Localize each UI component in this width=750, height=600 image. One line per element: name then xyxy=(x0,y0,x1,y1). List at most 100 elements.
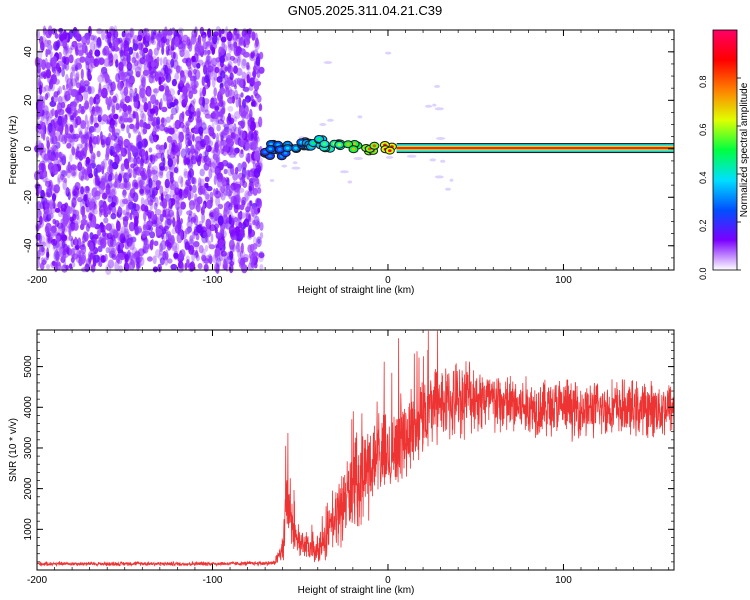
y-tick-label: 1000 xyxy=(23,518,34,541)
noise-speck xyxy=(185,179,191,187)
noise-speck xyxy=(115,59,119,68)
noise-speck xyxy=(69,112,75,123)
noise-speck xyxy=(208,168,213,179)
noise-speck xyxy=(212,153,218,160)
noise-speck xyxy=(255,37,259,47)
noise-speck xyxy=(185,255,190,264)
noise-speck xyxy=(165,116,171,123)
noise-speck xyxy=(220,36,227,43)
x-tick-label: 100 xyxy=(555,275,572,286)
noise-speck xyxy=(147,100,152,111)
noise-speck xyxy=(240,92,244,98)
noise-speck xyxy=(164,218,171,230)
noise-speck xyxy=(228,263,234,274)
noise-speck xyxy=(227,112,232,122)
noise-speck xyxy=(45,264,51,270)
noise-speck xyxy=(252,49,259,57)
noise-speck xyxy=(230,195,237,206)
noise-speck xyxy=(163,32,167,41)
noise-speck xyxy=(93,35,98,43)
noise-speck xyxy=(194,46,201,57)
noise-speck xyxy=(88,212,94,221)
noise-speck xyxy=(121,237,127,244)
noise-speck xyxy=(98,57,105,66)
sparse-speck xyxy=(357,115,363,119)
noise-speck xyxy=(70,66,75,74)
noise-speck xyxy=(51,135,58,145)
noise-speck xyxy=(105,96,109,106)
noise-speck xyxy=(121,42,126,54)
noise-speck xyxy=(114,118,118,128)
noise-speck xyxy=(167,157,173,168)
noise-speck xyxy=(73,112,77,119)
noise-speck xyxy=(158,76,162,86)
noise-speck xyxy=(56,222,64,229)
noise-speck xyxy=(64,124,69,136)
noise-speck xyxy=(228,225,236,236)
noise-speck xyxy=(123,262,130,272)
noise-speck xyxy=(175,181,179,192)
noise-speck xyxy=(60,169,67,176)
noise-speck xyxy=(212,105,220,111)
noise-speck xyxy=(125,260,131,272)
noise-speck xyxy=(62,84,66,91)
noise-speck xyxy=(216,124,221,132)
noise-speck xyxy=(220,185,226,194)
snr-line xyxy=(36,330,675,568)
noise-speck xyxy=(55,141,61,149)
noise-speck xyxy=(98,183,105,195)
noise-speck xyxy=(215,36,220,45)
noise-speck xyxy=(162,204,167,215)
noise-speck xyxy=(228,190,233,197)
noise-speck xyxy=(38,223,42,229)
noise-speck xyxy=(93,125,97,133)
noise-speck xyxy=(132,192,139,203)
colorbar-label: Normalized spectral amplitude xyxy=(739,82,750,217)
noise-speck xyxy=(38,208,42,216)
noise-speck xyxy=(127,53,132,63)
noise-speck xyxy=(155,99,159,106)
noise-speck xyxy=(58,51,62,60)
noise-speck xyxy=(54,109,59,119)
noise-speck xyxy=(103,45,110,56)
noise-speck xyxy=(237,211,242,220)
noise-speck xyxy=(66,107,72,117)
noise-speck xyxy=(46,116,52,127)
noise-speck xyxy=(44,57,48,68)
noise-speck xyxy=(120,71,125,77)
noise-speck xyxy=(40,121,46,131)
noise-speck xyxy=(203,134,210,146)
noise-speck xyxy=(125,78,130,89)
noise-speck xyxy=(239,250,246,259)
noise-speck xyxy=(46,92,50,98)
noise-speck xyxy=(211,96,217,104)
noise-speck xyxy=(46,199,50,210)
noise-speck xyxy=(145,208,149,216)
noise-speck xyxy=(217,59,221,69)
noise-speck xyxy=(184,262,188,270)
noise-speck xyxy=(145,243,150,250)
noise-speck xyxy=(204,74,210,84)
noise-speck xyxy=(194,242,199,250)
noise-speck xyxy=(154,208,162,216)
noise-speck xyxy=(173,167,179,174)
noise-speck xyxy=(191,177,195,185)
noise-speck xyxy=(124,224,128,234)
noise-speck xyxy=(72,190,78,201)
noise-speck xyxy=(159,144,166,155)
noise-speck xyxy=(232,57,238,64)
noise-speck xyxy=(150,112,156,121)
noise-speck xyxy=(120,98,125,105)
noise-speck xyxy=(75,150,82,158)
noise-speck xyxy=(160,193,164,202)
noise-speck xyxy=(167,44,171,51)
noise-speck xyxy=(194,26,198,38)
noise-speck xyxy=(239,204,245,211)
noise-speck xyxy=(202,203,206,211)
noise-speck xyxy=(161,36,167,44)
noise-speck xyxy=(123,172,130,183)
noise-speck xyxy=(227,33,235,42)
noise-speck xyxy=(43,85,51,92)
noise-speck xyxy=(98,82,102,94)
noise-speck xyxy=(47,162,55,171)
